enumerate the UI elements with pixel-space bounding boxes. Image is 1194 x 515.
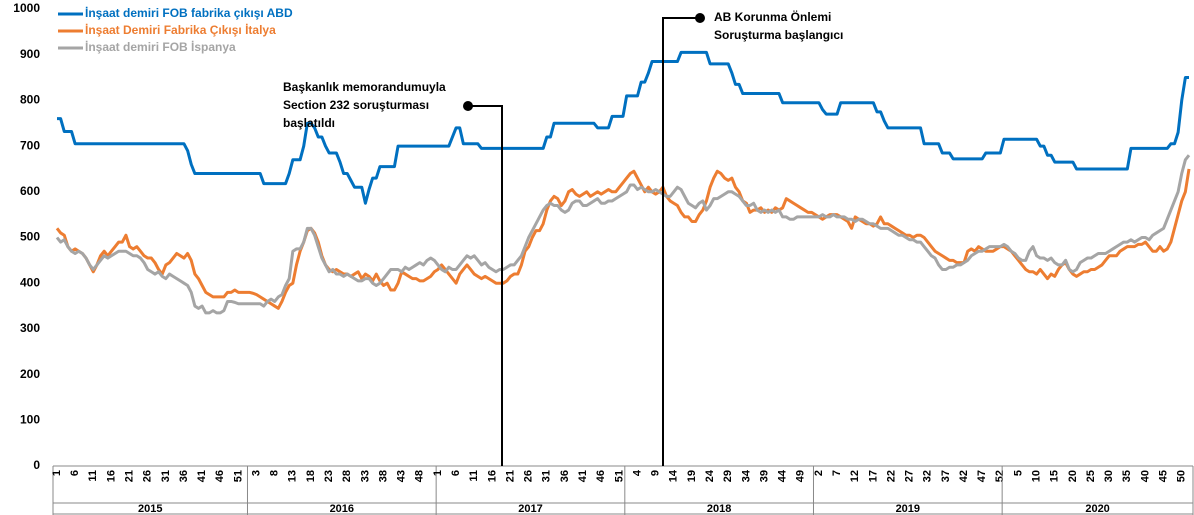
x-tick-label: 3 xyxy=(250,470,262,476)
annotation-text: Soruşturma başlangıcı xyxy=(714,28,843,42)
x-tick-label: 21 xyxy=(123,470,135,482)
x-tick-label: 17 xyxy=(867,470,879,482)
x-tick-label: 18 xyxy=(305,470,317,482)
x-tick-label: 20 xyxy=(1067,470,1079,482)
x-tick-label: 26 xyxy=(523,470,535,482)
year-label: 2017 xyxy=(518,503,542,515)
x-tick-label: 15 xyxy=(1049,470,1061,482)
x-tick-label: 50 xyxy=(1176,470,1188,482)
x-tick-label: 46 xyxy=(595,470,607,482)
x-tick-label: 19 xyxy=(686,470,698,482)
x-tick-label: 22 xyxy=(885,470,897,482)
x-tick-label: 25 xyxy=(1085,470,1097,482)
x-tick-label: 16 xyxy=(105,470,117,482)
x-tick-label: 39 xyxy=(758,470,770,482)
y-tick-label: 200 xyxy=(20,367,40,381)
x-tick-label: 16 xyxy=(486,470,498,482)
x-tick-label: 44 xyxy=(777,469,789,482)
x-tick-label: 14 xyxy=(668,469,680,482)
x-tick-label: 31 xyxy=(160,470,172,482)
series-line xyxy=(55,168,1191,310)
x-tick-label: 36 xyxy=(559,470,571,482)
x-tick-label: 11 xyxy=(87,470,99,482)
x-tick-label: 5 xyxy=(1012,470,1024,476)
series-line xyxy=(55,154,1191,315)
x-tick-label: 10 xyxy=(1031,470,1043,482)
x-tick-label: 28 xyxy=(341,470,353,482)
year-label: 2018 xyxy=(707,503,731,515)
annotation-leader xyxy=(662,17,700,466)
x-tick-label: 9 xyxy=(650,470,662,476)
y-tick-label: 500 xyxy=(20,230,40,244)
x-tick-label: 30 xyxy=(1103,470,1115,482)
x-tick-label: 51 xyxy=(232,470,244,482)
x-tick-label: 45 xyxy=(1158,470,1170,482)
x-tick-label: 38 xyxy=(377,470,389,482)
x-tick-label: 51 xyxy=(613,470,625,482)
x-tick-label: 35 xyxy=(1121,470,1133,482)
series-line xyxy=(57,50,1189,205)
annotation-dot xyxy=(695,13,705,23)
x-tick-label: 12 xyxy=(849,470,861,482)
y-tick-label: 400 xyxy=(20,275,40,289)
x-tick-label: 40 xyxy=(1139,470,1151,482)
x-tick-label: 41 xyxy=(196,470,208,482)
x-tick-label: 34 xyxy=(740,469,752,482)
x-tick-label: 32 xyxy=(922,470,934,482)
x-tick-label: 27 xyxy=(904,470,916,482)
year-label: 2020 xyxy=(1085,503,1109,515)
y-tick-label: 800 xyxy=(20,93,40,107)
y-tick-label: 0 xyxy=(33,458,40,472)
x-tick-label: 21 xyxy=(504,470,516,482)
annotation-text: AB Korunma Önlemi xyxy=(714,9,831,24)
y-tick-label: 100 xyxy=(20,412,40,426)
y-tick-label: 700 xyxy=(20,138,40,152)
x-tick-label: 6 xyxy=(69,470,81,476)
x-tick-label: 29 xyxy=(722,470,734,482)
x-tick-label: 4 xyxy=(631,469,643,476)
annotation-leader xyxy=(468,105,503,466)
legend-label: İnşaat Demiri Fabrika Çıkışı İtalya xyxy=(85,22,276,37)
x-tick-label: 23 xyxy=(323,470,335,482)
x-tick-label: 8 xyxy=(269,470,281,476)
x-tick-label: 6 xyxy=(450,470,462,476)
x-tick-label: 1 xyxy=(51,470,63,476)
x-tick-label: 47 xyxy=(976,470,988,482)
x-tick-label: 52 xyxy=(994,470,1006,482)
annotation-text: Başkanlık memorandumuyla xyxy=(283,80,446,94)
legend-label: İnşaat demiri FOB fabrika çıkışı ABD xyxy=(85,5,293,20)
annotation-dot xyxy=(463,101,473,111)
year-label: 2016 xyxy=(330,503,354,515)
x-tick-label: 42 xyxy=(958,470,970,482)
x-tick-label: 13 xyxy=(287,470,299,482)
year-label: 2019 xyxy=(896,503,920,515)
x-tick-label: 2 xyxy=(813,470,825,476)
year-label: 2015 xyxy=(138,503,162,515)
x-tick-label: 24 xyxy=(704,469,716,482)
y-tick-label: 600 xyxy=(20,184,40,198)
x-tick-label: 11 xyxy=(468,470,480,482)
x-tick-label: 41 xyxy=(577,470,589,482)
x-tick-label: 43 xyxy=(396,470,408,482)
y-tick-label: 1000 xyxy=(13,1,40,15)
annotation-text: Section 232 soruşturması xyxy=(283,98,429,112)
y-tick-label: 900 xyxy=(20,47,40,61)
x-tick-label: 37 xyxy=(940,470,952,482)
x-tick-label: 33 xyxy=(359,470,371,482)
legend-label: İnşaat demiri FOB İspanya xyxy=(85,39,236,54)
x-tick-label: 49 xyxy=(795,470,807,482)
x-tick-label: 36 xyxy=(178,470,190,482)
y-tick-label: 300 xyxy=(20,321,40,335)
x-tick-label: 1 xyxy=(432,470,444,476)
x-tick-label: 31 xyxy=(541,470,553,482)
annotation-text: başlatıldı xyxy=(283,116,335,130)
x-tick-label: 48 xyxy=(414,470,426,482)
x-tick-label: 26 xyxy=(142,470,154,482)
x-tick-label: 7 xyxy=(831,470,843,476)
x-tick-label: 46 xyxy=(214,470,226,482)
